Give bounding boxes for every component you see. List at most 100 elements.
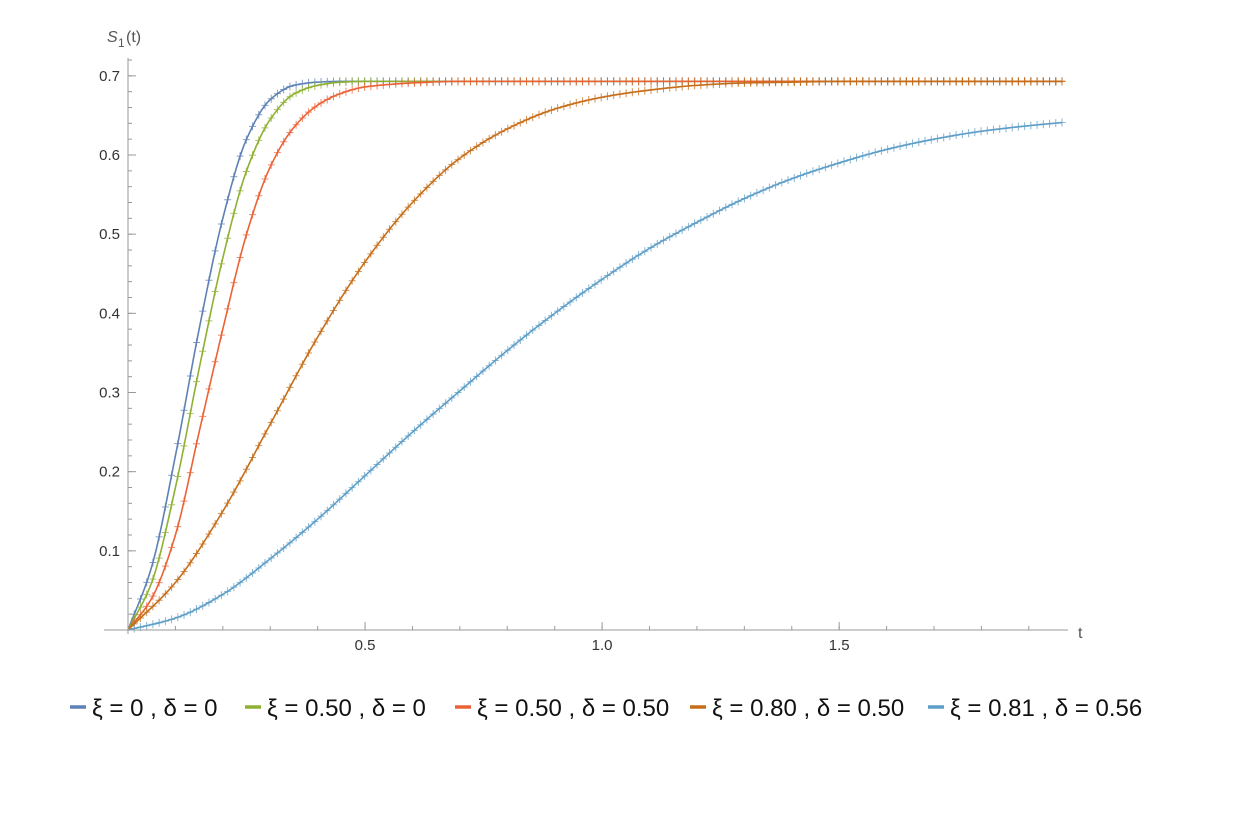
data-point bbox=[317, 98, 325, 107]
data-point bbox=[809, 77, 817, 86]
data-point bbox=[404, 431, 412, 440]
data-point bbox=[242, 230, 250, 239]
data-point bbox=[273, 89, 281, 98]
data-point bbox=[168, 543, 176, 552]
data-point bbox=[273, 406, 281, 415]
data-point bbox=[423, 183, 431, 192]
data-point bbox=[249, 122, 257, 131]
data-point bbox=[597, 275, 605, 284]
data-point bbox=[435, 77, 443, 86]
data-point bbox=[622, 77, 630, 86]
data-point bbox=[965, 129, 973, 138]
data-point bbox=[354, 84, 362, 93]
data-point bbox=[610, 267, 618, 276]
data-point bbox=[267, 113, 275, 122]
data-point bbox=[267, 553, 275, 562]
data-point bbox=[840, 157, 848, 166]
data-point bbox=[684, 81, 692, 90]
data-point bbox=[1058, 77, 1066, 86]
data-point bbox=[678, 226, 686, 235]
data-point bbox=[809, 167, 817, 176]
data-point bbox=[442, 165, 450, 174]
data-point bbox=[529, 77, 537, 86]
data-point bbox=[373, 81, 381, 90]
data-point bbox=[192, 439, 200, 448]
data-point bbox=[149, 558, 157, 567]
data-point bbox=[728, 79, 736, 88]
data-point bbox=[591, 280, 599, 289]
data-point bbox=[896, 77, 904, 86]
data-point bbox=[199, 539, 207, 548]
data-point bbox=[273, 548, 281, 557]
data-point bbox=[846, 155, 854, 164]
data-point bbox=[659, 77, 667, 86]
data-point bbox=[828, 77, 836, 86]
data-point bbox=[554, 77, 562, 86]
series-line bbox=[127, 121, 1063, 631]
data-point bbox=[778, 78, 786, 87]
data-point bbox=[473, 142, 481, 151]
data-point bbox=[740, 194, 748, 203]
data-point bbox=[865, 150, 873, 159]
data-point bbox=[286, 538, 294, 547]
data-point bbox=[386, 225, 394, 234]
data-point bbox=[249, 151, 257, 160]
data-point bbox=[429, 177, 437, 186]
data-point bbox=[149, 592, 157, 601]
data-point bbox=[361, 472, 369, 481]
data-point bbox=[161, 502, 169, 511]
data-point bbox=[417, 78, 425, 87]
data-point bbox=[323, 316, 331, 325]
data-point bbox=[329, 92, 337, 101]
data-point bbox=[1052, 77, 1060, 86]
data-point bbox=[479, 138, 487, 147]
data-point bbox=[224, 499, 232, 508]
data-point bbox=[367, 249, 375, 258]
data-point bbox=[249, 210, 257, 219]
data-point bbox=[610, 91, 618, 100]
data-point bbox=[784, 176, 792, 185]
data-point bbox=[591, 94, 599, 103]
data-point bbox=[367, 82, 375, 91]
data-point bbox=[192, 377, 200, 386]
legend-item: ξ = 0.81 , δ = 0.56 bbox=[928, 695, 1142, 722]
data-point bbox=[311, 337, 319, 346]
data-point bbox=[778, 178, 786, 187]
data-point bbox=[230, 583, 238, 592]
data-point bbox=[504, 77, 512, 86]
data-point bbox=[192, 338, 200, 347]
data-point bbox=[585, 77, 593, 86]
data-point bbox=[460, 77, 468, 86]
data-point bbox=[236, 186, 244, 195]
data-point bbox=[716, 206, 724, 215]
data-point bbox=[603, 271, 611, 280]
data-point bbox=[336, 495, 344, 504]
data-point bbox=[909, 139, 917, 148]
data-point bbox=[641, 86, 649, 95]
data-point bbox=[946, 77, 954, 86]
data-point bbox=[261, 174, 269, 183]
data-point bbox=[859, 77, 867, 86]
data-point bbox=[479, 77, 487, 86]
data-point bbox=[547, 311, 555, 320]
data-point bbox=[796, 77, 804, 86]
data-point bbox=[174, 613, 182, 622]
data-point bbox=[485, 361, 493, 370]
data-point bbox=[853, 77, 861, 86]
data-point bbox=[186, 608, 194, 617]
data-point bbox=[597, 77, 605, 86]
data-point bbox=[902, 77, 910, 86]
data-point bbox=[155, 532, 163, 541]
data-point bbox=[255, 441, 263, 450]
data-point bbox=[466, 77, 474, 86]
series-5 bbox=[124, 118, 1066, 634]
data-point bbox=[336, 78, 344, 87]
data-point bbox=[697, 81, 705, 90]
data-point bbox=[572, 98, 580, 107]
data-point bbox=[610, 77, 618, 86]
data-point bbox=[473, 77, 481, 86]
data-point bbox=[965, 77, 973, 86]
data-point bbox=[529, 326, 537, 335]
data-point bbox=[547, 106, 555, 115]
data-point bbox=[554, 104, 562, 113]
